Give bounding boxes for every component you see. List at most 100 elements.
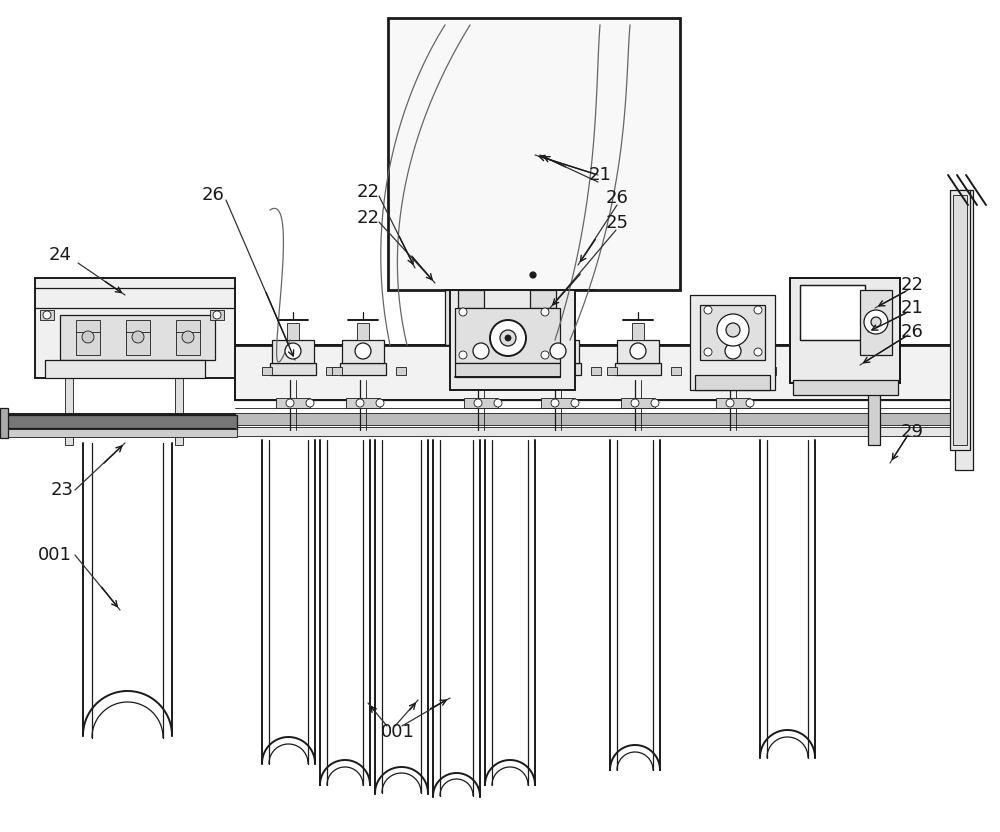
Bar: [0, 429, 237, 437]
Circle shape: [571, 399, 579, 407]
Bar: [690, 295, 775, 390]
Bar: [458, 290, 484, 308]
Circle shape: [505, 335, 511, 341]
Circle shape: [871, 317, 881, 327]
Circle shape: [631, 399, 639, 407]
Circle shape: [530, 272, 536, 278]
Circle shape: [132, 331, 144, 343]
Text: 23: 23: [50, 481, 74, 499]
Bar: [671, 367, 681, 375]
Bar: [210, 310, 224, 320]
Bar: [388, 18, 680, 290]
Circle shape: [541, 351, 549, 359]
Bar: [955, 190, 973, 470]
Circle shape: [306, 399, 314, 407]
Bar: [632, 323, 644, 340]
Circle shape: [376, 399, 384, 407]
Circle shape: [550, 343, 566, 359]
Circle shape: [754, 306, 762, 314]
Bar: [276, 398, 310, 408]
Bar: [520, 290, 570, 345]
Circle shape: [355, 343, 371, 359]
Bar: [475, 323, 487, 340]
Circle shape: [726, 323, 740, 337]
Bar: [530, 290, 556, 308]
Bar: [766, 367, 776, 375]
Text: 24: 24: [48, 246, 72, 264]
Bar: [607, 367, 617, 375]
Bar: [65, 378, 73, 445]
Bar: [617, 340, 659, 363]
Bar: [450, 367, 460, 375]
Circle shape: [754, 348, 762, 356]
Circle shape: [630, 343, 646, 359]
Bar: [445, 290, 495, 345]
Text: 22: 22: [356, 183, 380, 201]
Bar: [800, 285, 865, 340]
Bar: [262, 367, 272, 375]
Bar: [535, 363, 581, 375]
Text: 26: 26: [901, 323, 923, 341]
Circle shape: [704, 348, 712, 356]
Bar: [272, 340, 314, 363]
Bar: [235, 413, 965, 425]
Bar: [126, 320, 150, 355]
Bar: [727, 323, 739, 340]
Circle shape: [459, 308, 467, 316]
Bar: [460, 340, 502, 363]
Text: 29: 29: [900, 423, 924, 441]
Circle shape: [704, 306, 712, 314]
Bar: [45, 360, 205, 378]
Bar: [175, 378, 183, 445]
Bar: [716, 398, 750, 408]
Circle shape: [651, 399, 659, 407]
Text: 22: 22: [356, 209, 380, 227]
Bar: [700, 305, 765, 360]
Circle shape: [725, 343, 741, 359]
Bar: [868, 383, 880, 445]
Bar: [235, 345, 965, 400]
Bar: [458, 363, 504, 375]
Bar: [76, 320, 100, 355]
Bar: [695, 375, 770, 390]
Circle shape: [726, 399, 734, 407]
Bar: [790, 278, 900, 383]
Bar: [702, 367, 712, 375]
Text: 26: 26: [202, 186, 224, 204]
Text: 21: 21: [901, 299, 923, 317]
Bar: [346, 398, 380, 408]
Circle shape: [43, 311, 51, 319]
Bar: [860, 290, 892, 355]
Bar: [591, 367, 601, 375]
Circle shape: [82, 331, 94, 343]
Circle shape: [182, 331, 194, 343]
Text: 22: 22: [900, 276, 924, 294]
Circle shape: [356, 399, 364, 407]
Text: 001: 001: [381, 723, 415, 741]
Bar: [326, 367, 336, 375]
Bar: [342, 340, 384, 363]
Bar: [0, 408, 8, 438]
Circle shape: [864, 310, 888, 334]
Text: 26: 26: [606, 189, 628, 207]
Circle shape: [541, 308, 549, 316]
Bar: [235, 427, 965, 436]
Bar: [332, 367, 342, 375]
Circle shape: [459, 351, 467, 359]
Circle shape: [213, 311, 221, 319]
Bar: [527, 367, 537, 375]
Text: 25: 25: [606, 214, 629, 232]
Circle shape: [285, 343, 301, 359]
Bar: [60, 315, 215, 360]
Circle shape: [717, 314, 749, 346]
Bar: [270, 363, 316, 375]
Bar: [40, 310, 54, 320]
Bar: [953, 195, 967, 445]
Bar: [950, 190, 970, 450]
Circle shape: [500, 330, 516, 346]
Bar: [464, 398, 498, 408]
Bar: [514, 367, 524, 375]
Bar: [35, 278, 235, 378]
Circle shape: [551, 399, 559, 407]
Bar: [790, 278, 900, 383]
